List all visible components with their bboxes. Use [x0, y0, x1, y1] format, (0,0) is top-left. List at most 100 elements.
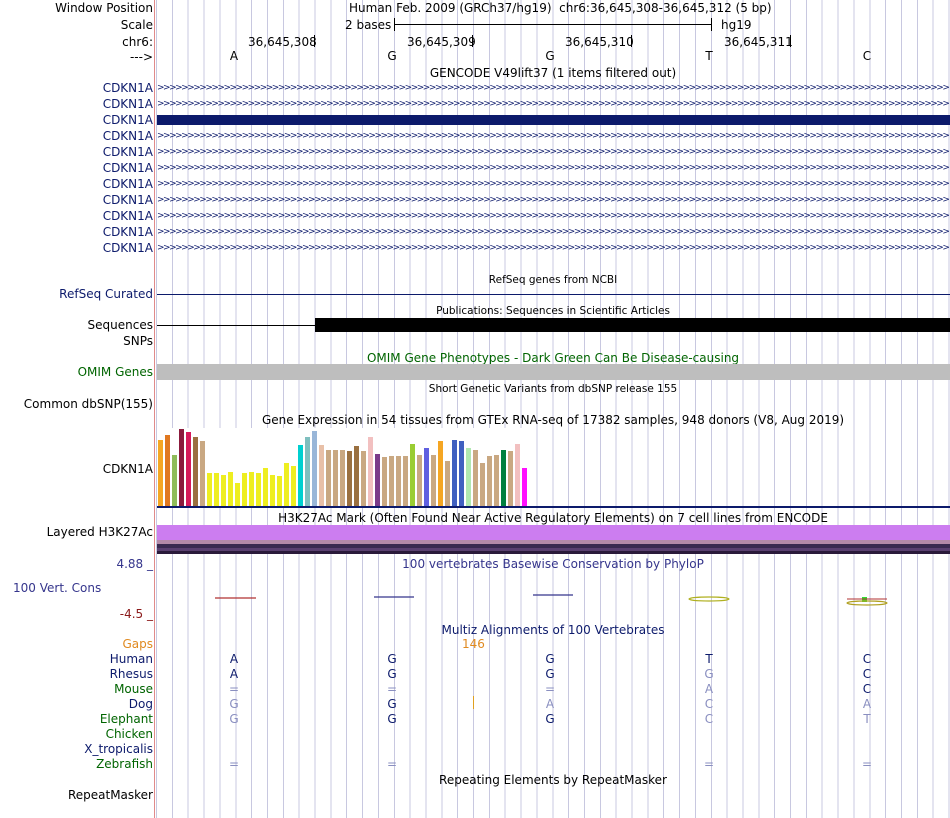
- gtex-tissue-bar[interactable]: [473, 450, 478, 506]
- h3k27ac-label[interactable]: Layered H3K27Ac: [46, 525, 153, 539]
- gtex-tissue-bar[interactable]: [438, 441, 443, 506]
- gencode-intron-arrows[interactable]: >>>>>>>>>>>>>>>>>>>>>>>>>>>>>>>>>>>>>>>>…: [157, 132, 949, 141]
- gtex-tissue-bar[interactable]: [242, 473, 247, 506]
- gtex-tissue-bar[interactable]: [431, 455, 436, 506]
- gtex-tissue-bar[interactable]: [270, 475, 275, 506]
- gencode-intron-arrows[interactable]: >>>>>>>>>>>>>>>>>>>>>>>>>>>>>>>>>>>>>>>>…: [157, 196, 949, 205]
- gtex-tissue-bar[interactable]: [389, 456, 394, 506]
- gtex-tissue-bar[interactable]: [158, 440, 163, 506]
- gencode-transcript-label[interactable]: CDKN1A: [102, 177, 153, 191]
- omim-gene-block[interactable]: [157, 364, 950, 380]
- gtex-tissue-bar[interactable]: [291, 466, 296, 506]
- gtex-tissue-bar[interactable]: [466, 448, 471, 506]
- gtex-tissue-bar[interactable]: [459, 441, 464, 506]
- gencode-transcript-label[interactable]: CDKN1A: [102, 97, 153, 111]
- gencode-transcript-label[interactable]: CDKN1A: [102, 81, 153, 95]
- gtex-tissue-bar[interactable]: [312, 431, 317, 506]
- gtex-tissue-bar[interactable]: [277, 476, 282, 506]
- omim-track-title[interactable]: OMIM Gene Phenotypes - Dark Green Can Be…: [366, 351, 740, 365]
- gtex-tissue-bar[interactable]: [228, 472, 233, 506]
- gencode-track-title[interactable]: GENCODE V49lift37 (1 items filtered out): [429, 66, 677, 80]
- gencode-exon-block[interactable]: [157, 115, 950, 125]
- phylop-track-title[interactable]: 100 vertebrates Basewise Conservation by…: [402, 557, 704, 571]
- gtex-tissue-bar[interactable]: [305, 437, 310, 506]
- gtex-tissue-bar[interactable]: [508, 451, 513, 506]
- gtex-tissue-bar[interactable]: [361, 451, 366, 506]
- snps-label[interactable]: SNPs: [123, 334, 153, 348]
- dbsnp-track-title[interactable]: Short Genetic Variants from dbSNP releas…: [428, 383, 678, 395]
- gtex-tissue-bar[interactable]: [375, 454, 380, 506]
- publication-sequence-block[interactable]: [315, 318, 950, 332]
- gtex-tissue-bar[interactable]: [172, 455, 177, 506]
- gtex-tissue-bar[interactable]: [396, 456, 401, 506]
- refseq-track-title[interactable]: RefSeq genes from NCBI: [488, 274, 618, 286]
- gtex-tissue-bar[interactable]: [249, 472, 254, 506]
- gtex-tissue-bar[interactable]: [382, 457, 387, 506]
- gtex-tissue-bar[interactable]: [417, 455, 422, 506]
- gtex-label[interactable]: CDKN1A: [102, 462, 153, 476]
- gencode-intron-arrows[interactable]: >>>>>>>>>>>>>>>>>>>>>>>>>>>>>>>>>>>>>>>>…: [157, 164, 949, 173]
- gtex-tissue-bar[interactable]: [487, 456, 492, 506]
- gencode-transcript-label[interactable]: CDKN1A: [102, 145, 153, 159]
- gencode-intron-arrows[interactable]: >>>>>>>>>>>>>>>>>>>>>>>>>>>>>>>>>>>>>>>>…: [157, 100, 949, 109]
- gtex-tissue-bar[interactable]: [256, 473, 261, 506]
- gtex-tissue-bar[interactable]: [410, 444, 415, 506]
- gtex-tissue-bar[interactable]: [221, 475, 226, 506]
- gtex-tissue-bar[interactable]: [298, 445, 303, 506]
- gtex-tissue-bar[interactable]: [494, 455, 499, 506]
- gencode-transcript-label[interactable]: CDKN1A: [102, 129, 153, 143]
- h3k27ac-cell-line-layer[interactable]: [157, 544, 950, 548]
- gencode-transcript-label[interactable]: CDKN1A: [102, 113, 153, 127]
- gtex-tissue-bar[interactable]: [515, 444, 520, 506]
- gtex-tissue-bar[interactable]: [193, 437, 198, 506]
- gtex-tissue-bar[interactable]: [179, 429, 184, 506]
- gencode-intron-arrows[interactable]: >>>>>>>>>>>>>>>>>>>>>>>>>>>>>>>>>>>>>>>>…: [157, 244, 949, 253]
- gencode-transcript-label[interactable]: CDKN1A: [102, 225, 153, 239]
- gtex-tissue-bar[interactable]: [347, 451, 352, 506]
- gencode-intron-arrows[interactable]: >>>>>>>>>>>>>>>>>>>>>>>>>>>>>>>>>>>>>>>>…: [157, 228, 949, 237]
- h3k27ac-cell-line-layer[interactable]: [157, 548, 950, 551]
- gencode-intron-arrows[interactable]: >>>>>>>>>>>>>>>>>>>>>>>>>>>>>>>>>>>>>>>>…: [157, 212, 949, 221]
- h3k27ac-cell-line-layer[interactable]: [157, 528, 950, 531]
- repeatmasker-label[interactable]: RepeatMasker: [67, 788, 153, 802]
- h3k27ac-cell-line-layer[interactable]: [157, 525, 950, 528]
- gtex-tissue-bar[interactable]: [200, 441, 205, 506]
- gtex-tissue-bar[interactable]: [207, 473, 212, 506]
- gtex-tissue-bar[interactable]: [340, 450, 345, 506]
- gencode-transcript-label[interactable]: CDKN1A: [102, 193, 153, 207]
- dbsnp-label[interactable]: Common dbSNP(155): [23, 397, 153, 411]
- gtex-tissue-bar[interactable]: [368, 437, 373, 506]
- gtex-tissue-bar[interactable]: [445, 461, 450, 506]
- gtex-tissue-bar[interactable]: [452, 440, 457, 506]
- gtex-tissue-bar[interactable]: [522, 468, 527, 506]
- gtex-tissue-bar[interactable]: [424, 448, 429, 506]
- gtex-tissue-bar[interactable]: [165, 435, 170, 506]
- refseq-feature[interactable]: [157, 294, 950, 295]
- publications-label[interactable]: Sequences: [87, 318, 153, 332]
- publications-track-title[interactable]: Publications: Sequences in Scientific Ar…: [436, 305, 670, 317]
- h3k27ac-cell-line-layer[interactable]: [157, 551, 950, 554]
- gtex-tissue-bar[interactable]: [480, 463, 485, 506]
- gtex-tissue-bar[interactable]: [214, 473, 219, 506]
- gtex-tissue-bar[interactable]: [403, 456, 408, 506]
- gtex-track-title[interactable]: Gene Expression in 54 tissues from GTEx …: [261, 413, 845, 427]
- gtex-tissue-bar[interactable]: [263, 468, 268, 506]
- gtex-tissue-bar[interactable]: [501, 450, 506, 506]
- gencode-transcript-label[interactable]: CDKN1A: [102, 161, 153, 175]
- h3k27ac-cell-line-layer[interactable]: [157, 540, 950, 544]
- phylop-label[interactable]: 100 Vert. Cons: [13, 581, 102, 595]
- h3k27ac-track-title[interactable]: H3K27Ac Mark (Often Found Near Active Re…: [278, 511, 828, 525]
- gtex-tissue-bar[interactable]: [186, 432, 191, 506]
- gtex-tissue-bar[interactable]: [284, 463, 289, 506]
- multiz-track-title[interactable]: Multiz Alignments of 100 Vertebrates: [441, 623, 665, 637]
- gencode-intron-arrows[interactable]: >>>>>>>>>>>>>>>>>>>>>>>>>>>>>>>>>>>>>>>>…: [157, 84, 949, 93]
- gtex-tissue-bar[interactable]: [319, 445, 324, 506]
- gencode-intron-arrows[interactable]: >>>>>>>>>>>>>>>>>>>>>>>>>>>>>>>>>>>>>>>>…: [157, 180, 949, 189]
- repeatmasker-track-title[interactable]: Repeating Elements by RepeatMasker: [439, 773, 667, 787]
- gtex-tissue-bar[interactable]: [354, 446, 359, 506]
- gencode-intron-arrows[interactable]: >>>>>>>>>>>>>>>>>>>>>>>>>>>>>>>>>>>>>>>>…: [157, 148, 949, 157]
- gtex-tissue-bar[interactable]: [333, 450, 338, 506]
- refseq-label[interactable]: RefSeq Curated: [59, 287, 153, 301]
- gencode-transcript-label[interactable]: CDKN1A: [102, 209, 153, 223]
- gencode-transcript-label[interactable]: CDKN1A: [102, 241, 153, 255]
